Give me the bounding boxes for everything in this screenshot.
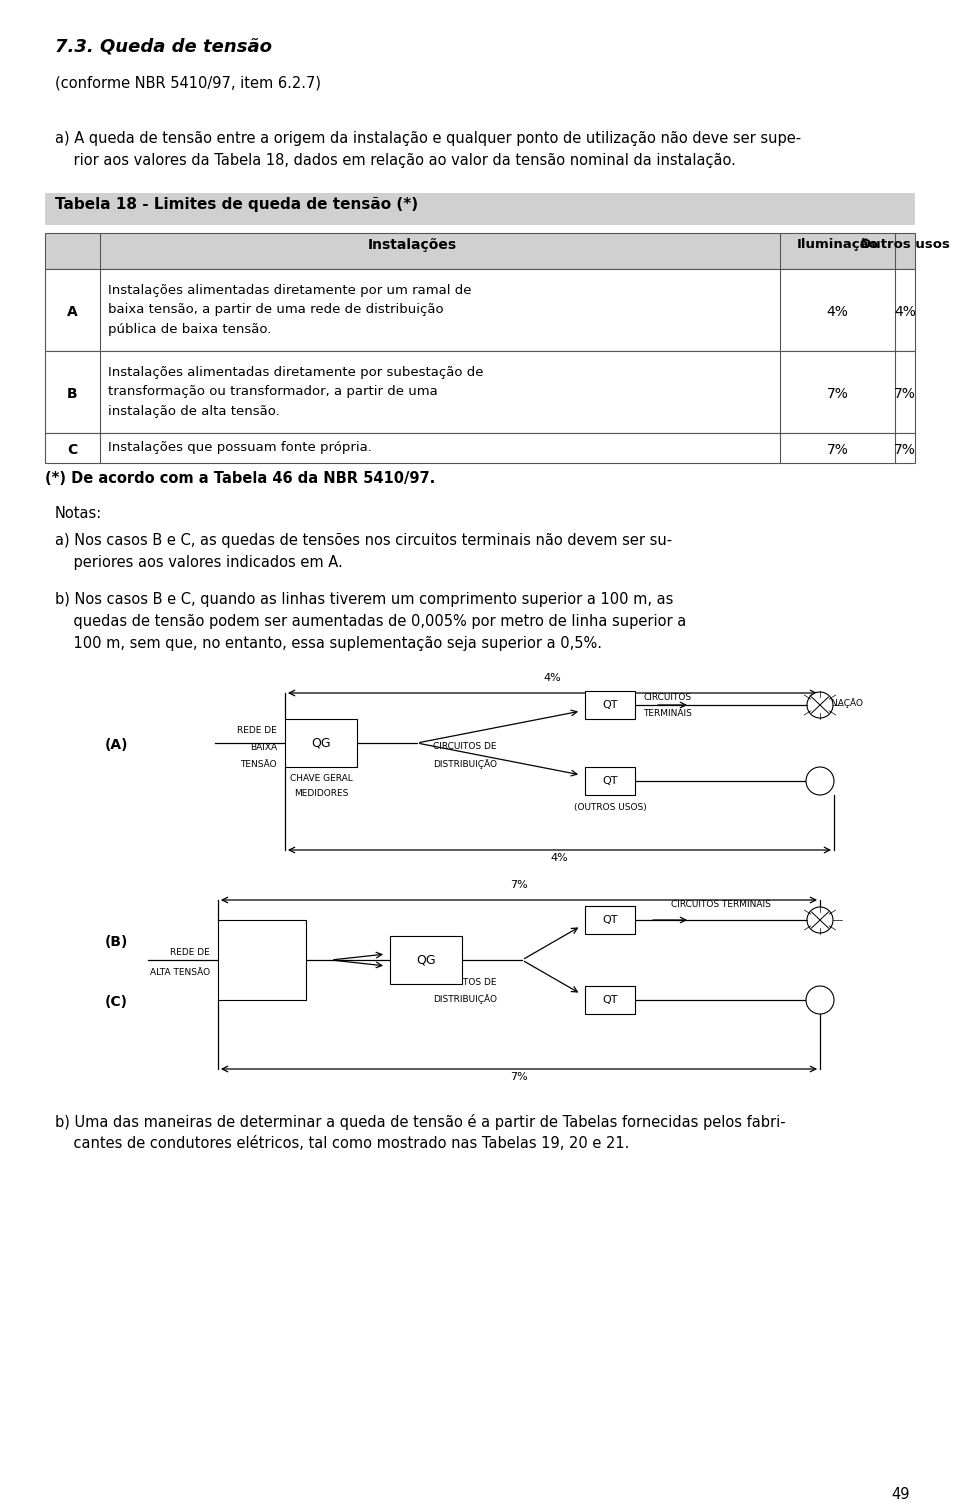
Bar <box>585 986 635 1015</box>
Text: QG: QG <box>417 954 436 966</box>
Text: A: A <box>67 305 78 319</box>
Bar <box>218 919 306 999</box>
Text: 7%: 7% <box>827 387 849 401</box>
Text: a) Nos casos B e C, as quedas de tensões nos circuitos terminais não devem ser s: a) Nos casos B e C, as quedas de tensões… <box>55 534 672 547</box>
Text: Instalações alimentadas diretamente por subestação de: Instalações alimentadas diretamente por … <box>108 366 484 378</box>
Text: transformação ou transformador, a partir de uma: transformação ou transformador, a partir… <box>108 386 438 398</box>
Text: PRÓPRIA: PRÓPRIA <box>244 987 280 996</box>
Bar <box>285 720 357 767</box>
Bar <box>45 233 915 269</box>
Text: QT: QT <box>602 995 617 1005</box>
Text: REDE DE: REDE DE <box>237 726 277 735</box>
Text: Notas:: Notas: <box>55 507 103 522</box>
Text: 4%: 4% <box>827 305 849 319</box>
Bar <box>45 432 915 463</box>
Text: baixa tensão, a partir de uma rede de distribuição: baixa tensão, a partir de uma rede de di… <box>108 304 444 316</box>
Text: Outros usos: Outros usos <box>860 237 950 251</box>
Text: Iluminação: Iluminação <box>797 237 878 251</box>
Text: QT: QT <box>602 776 617 786</box>
Text: (conforme NBR 5410/97, item 6.2.7): (conforme NBR 5410/97, item 6.2.7) <box>55 76 321 91</box>
Text: B: B <box>67 387 78 401</box>
Text: ILUMINAÇÃO: ILUMINAÇÃO <box>807 699 863 708</box>
Text: 4%: 4% <box>894 305 916 319</box>
Text: 7%: 7% <box>894 443 916 457</box>
Bar <box>585 767 635 795</box>
Text: QG: QG <box>311 736 331 750</box>
Bar <box>585 691 635 720</box>
Text: cantes de condutores elétricos, tal como mostrado nas Tabelas 19, 20 e 21.: cantes de condutores elétricos, tal como… <box>55 1136 630 1151</box>
Bar <box>585 906 635 934</box>
Text: 7%: 7% <box>510 880 528 891</box>
Text: 7%: 7% <box>510 1072 528 1083</box>
Text: QT: QT <box>602 700 617 711</box>
Text: ALTA TENSÃO: ALTA TENSÃO <box>150 968 210 977</box>
Text: b) Uma das maneiras de determinar a queda de tensão é a partir de Tabelas fornec: b) Uma das maneiras de determinar a qued… <box>55 1114 785 1129</box>
Text: instalação de alta tensão.: instalação de alta tensão. <box>108 405 279 417</box>
Text: (*) De acordo com a Tabela 46 da NBR 5410/97.: (*) De acordo com a Tabela 46 da NBR 541… <box>45 472 435 485</box>
Text: (B): (B) <box>105 934 129 950</box>
Text: pública de baixa tensão.: pública de baixa tensão. <box>108 322 272 336</box>
Circle shape <box>806 767 834 795</box>
Text: TRANSFOR-: TRANSFOR- <box>238 947 286 956</box>
Text: TERMINAIS: TERMINAIS <box>643 709 692 718</box>
Text: Instalações que possuam fonte própria.: Instalações que possuam fonte própria. <box>108 442 372 454</box>
Text: 49: 49 <box>892 1486 910 1501</box>
Text: 4%: 4% <box>543 673 562 683</box>
Text: CIRCUITOS DE: CIRCUITOS DE <box>433 742 496 751</box>
Text: 7.3. Queda de tensão: 7.3. Queda de tensão <box>55 38 272 56</box>
Text: b) Nos casos B e C, quando as linhas tiverem um comprimento superior a 100 m, as: b) Nos casos B e C, quando as linhas tiv… <box>55 593 673 606</box>
Text: quedas de tensão podem ser aumentadas de 0,005% por metro de linha superior a: quedas de tensão podem ser aumentadas de… <box>55 614 686 629</box>
Circle shape <box>807 692 833 718</box>
Text: (A): (A) <box>105 738 129 751</box>
Text: (C): (C) <box>105 995 128 1009</box>
Text: TENSÃO: TENSÃO <box>240 761 277 770</box>
Bar <box>45 269 915 351</box>
Bar <box>45 351 915 432</box>
Text: CHAVE GERAL: CHAVE GERAL <box>290 774 352 783</box>
Text: BAIXA: BAIXA <box>250 742 277 751</box>
Text: CIRCUITOS: CIRCUITOS <box>643 692 691 702</box>
Circle shape <box>807 907 833 933</box>
Text: MADOR OU: MADOR OU <box>238 960 286 969</box>
Text: REDE DE: REDE DE <box>170 948 210 957</box>
Text: MEDIDORES: MEDIDORES <box>294 789 348 798</box>
Bar <box>390 936 462 984</box>
Text: QT: QT <box>602 915 617 925</box>
Text: (OUTROS USOS): (OUTROS USOS) <box>574 803 646 812</box>
Text: FONTE: FONTE <box>248 974 276 983</box>
Text: 100 m, sem que, no entanto, essa suplementação seja superior a 0,5%.: 100 m, sem que, no entanto, essa supleme… <box>55 637 602 652</box>
Text: Instalações: Instalações <box>368 237 457 253</box>
Text: 4%: 4% <box>551 853 568 863</box>
Bar <box>45 194 915 225</box>
Text: DISTRIBUIÇÃO: DISTRIBUIÇÃO <box>433 759 497 770</box>
Text: SUBESTAÇÃO,: SUBESTAÇÃO, <box>232 931 291 942</box>
Text: a) A queda de tensão entre a origem da instalação e qualquer ponto de utilização: a) A queda de tensão entre a origem da i… <box>55 132 802 147</box>
Text: C: C <box>67 443 78 457</box>
Text: rior aos valores da Tabela 18, dados em relação ao valor da tensão nominal da in: rior aos valores da Tabela 18, dados em … <box>55 153 736 168</box>
Text: CIRCUITOS DE: CIRCUITOS DE <box>433 978 496 987</box>
Text: Tabela 18 - Limites de queda de tensão (*): Tabela 18 - Limites de queda de tensão (… <box>55 197 419 212</box>
Circle shape <box>806 986 834 1015</box>
Text: periores aos valores indicados em A.: periores aos valores indicados em A. <box>55 555 343 570</box>
Text: DISTRIBUIÇÃO: DISTRIBUIÇÃO <box>433 993 497 1004</box>
Text: Instalações alimentadas diretamente por um ramal de: Instalações alimentadas diretamente por … <box>108 284 471 296</box>
Text: 7%: 7% <box>894 387 916 401</box>
Text: 7%: 7% <box>827 443 849 457</box>
Text: CIRCUITOS TERMINAIS: CIRCUITOS TERMINAIS <box>671 900 771 909</box>
